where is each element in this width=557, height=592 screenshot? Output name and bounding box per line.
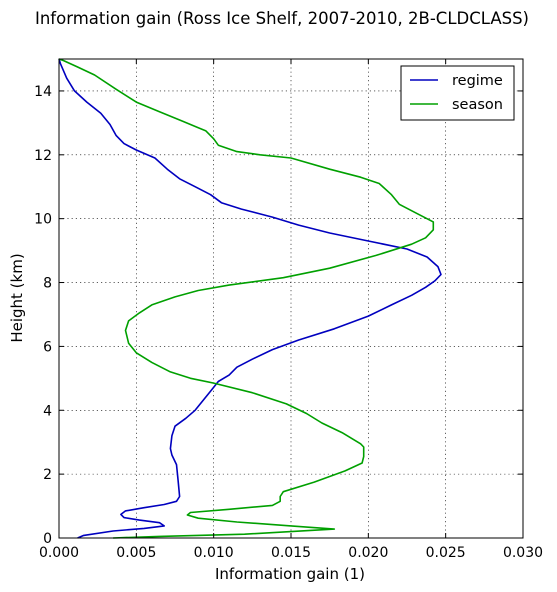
plot-lines [58,58,442,539]
x-tick-label: 0.020 [348,545,388,561]
legend-label-season: season [452,97,503,113]
y-tick-label: 12 [34,148,52,164]
y-tick-label: 10 [34,212,52,228]
series-line-regime [58,58,442,539]
y-tick-label: 0 [43,531,52,547]
x-tick-label: 0.010 [194,545,234,561]
series-line-season [58,58,435,539]
legend: regime season [400,65,515,121]
y-tick-label: 4 [43,403,52,419]
y-tick-label: 14 [34,84,52,100]
legend-box [400,65,515,121]
y-tick-label: 2 [43,467,52,483]
x-tick-label: 0.030 [503,545,543,561]
x-axis-label: Information gain (1) [215,565,365,583]
y-tick-label: 8 [43,276,52,292]
chart-title: Information gain (Ross Ice Shelf, 2007-2… [35,9,529,28]
grid [59,59,523,538]
x-tick-label: 0.025 [426,545,466,561]
y-tick-label: 6 [43,339,52,355]
x-tick-label: 0.005 [116,545,156,561]
x-tick-label: 0.000 [39,545,79,561]
y-axis-label: Height (km) [8,253,26,342]
ticks: 0.000 0.005 0.010 0.015 0.020 0.025 0.030 0 2 4 6 8… [34,59,543,561]
legend-label-regime: regime [452,73,503,89]
x-tick-label: 0.015 [271,545,311,561]
